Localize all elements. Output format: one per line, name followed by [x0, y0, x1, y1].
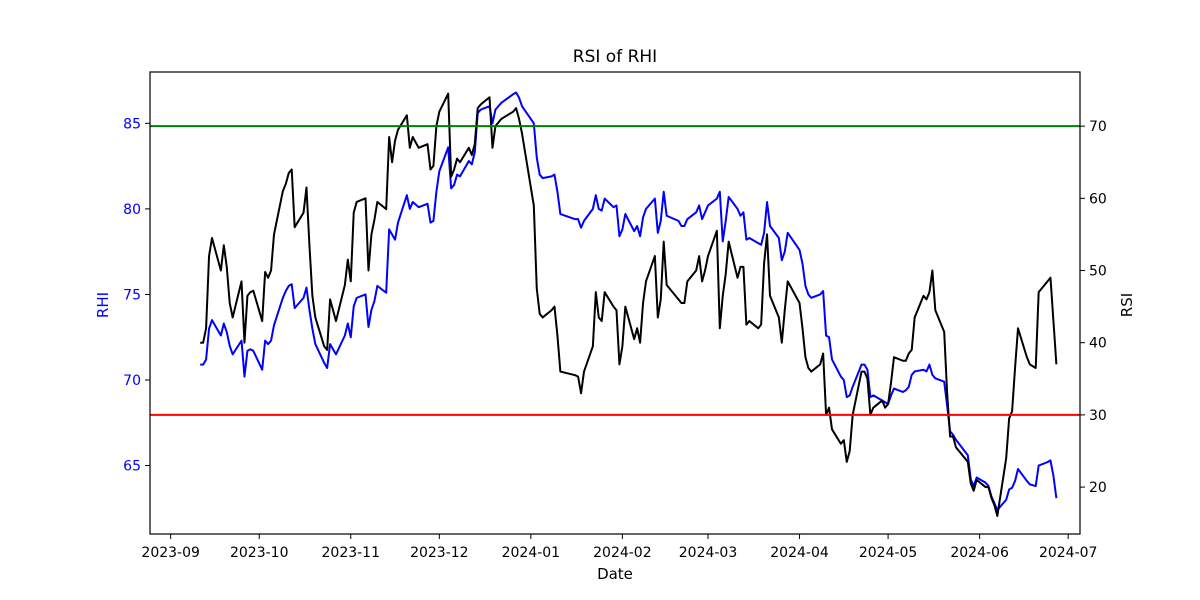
- right-tick-label: 60: [1089, 191, 1107, 207]
- x-tick-label: 2023-11: [322, 545, 381, 561]
- x-tick-label: 2023-10: [230, 545, 289, 561]
- left-tick-label: 85: [123, 116, 141, 132]
- left-tick-label: 70: [123, 373, 141, 389]
- left-axis-ticks: 65 70 75 80 85: [123, 116, 150, 475]
- x-axis-ticks: 2023-09 2023-10 2023-11 2023-12 2024-01 2024-…: [141, 534, 1097, 561]
- reference-lines: [150, 125, 1080, 416]
- left-tick-label: 65: [123, 459, 141, 475]
- rhi-series-line: [200, 91, 1058, 512]
- x-tick-label: 2024-07: [1039, 545, 1098, 561]
- plot-lines: [200, 91, 1058, 517]
- right-axis-label: RSI: [1118, 293, 1136, 317]
- left-tick-label: 80: [123, 202, 141, 218]
- right-tick-label: 20: [1089, 480, 1107, 496]
- plot-area-frame: [149, 71, 1081, 535]
- right-axis-ticks: 20 30 40 50 60 70: [1080, 119, 1107, 496]
- right-tick-label: 30: [1089, 408, 1107, 424]
- x-axis-label: Date: [597, 565, 633, 583]
- x-tick-label: 2024-04: [770, 545, 829, 561]
- left-tick-label: 75: [123, 287, 141, 303]
- x-tick-label: 2024-02: [593, 545, 652, 561]
- x-tick-label: 2024-01: [502, 545, 561, 561]
- x-tick-label: 2023-09: [141, 545, 200, 561]
- chart-title: RSI of RHI: [573, 47, 657, 67]
- x-tick-label: 2024-05: [859, 545, 918, 561]
- left-axis-label: RHI: [94, 292, 112, 318]
- right-tick-label: 40: [1089, 336, 1107, 352]
- x-tick-label: 2024-03: [679, 545, 738, 561]
- x-tick-label: 2024-06: [950, 545, 1009, 561]
- x-tick-label: 2023-12: [410, 545, 469, 561]
- right-tick-label: 50: [1089, 264, 1107, 280]
- rsi-series-line: [200, 92, 1058, 517]
- right-tick-label: 70: [1089, 119, 1107, 135]
